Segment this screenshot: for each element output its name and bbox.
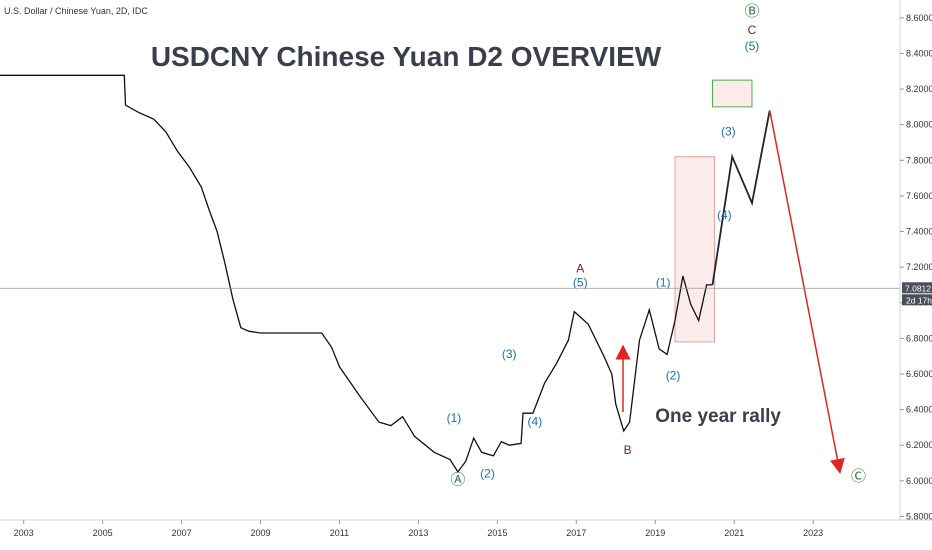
wave-label-14: (5) <box>745 39 760 53</box>
x-tick-label-1: 2005 <box>93 528 113 538</box>
y-tick-label-4: 6.6000 <box>906 369 932 379</box>
y-tick-label-3: 6.4000 <box>906 405 932 415</box>
x-tick-label-7: 2017 <box>566 528 586 538</box>
wave-label-4: (4) <box>528 415 543 429</box>
x-tick-label-0: 2003 <box>14 528 34 538</box>
symbol-label: U.S. Dollar / Chinese Yuan, 2D, IDC <box>4 6 148 16</box>
projection-path <box>711 110 771 286</box>
y-tick-label-9: 7.6000 <box>906 191 932 201</box>
wave-label-15: Ⓒ <box>851 468 866 485</box>
price-series <box>0 74 713 474</box>
countdown-value: 2d 17h <box>906 295 932 305</box>
x-tick-label-5: 2013 <box>408 528 428 538</box>
y-tick-label-10: 7.8000 <box>906 155 932 165</box>
wave-label-5: A <box>576 261 584 275</box>
wave-labels: Ⓐ(1)(2)(3)(4)A(5)B(1)(2)(3)(4)ⒷC(5)Ⓒ <box>447 3 866 488</box>
x-tick-label-10: 2023 <box>803 528 823 538</box>
wave-label-1: (1) <box>447 411 462 425</box>
wave-label-3: (3) <box>502 347 517 361</box>
y-tick-label-11: 8.0000 <box>906 120 932 130</box>
y-tick-label-2: 6.2000 <box>906 440 932 450</box>
y-tick-label-12: 8.2000 <box>906 84 932 94</box>
wave-label-2: (2) <box>480 466 495 480</box>
chart-title: USDCNY Chinese Yuan D2 OVERVIEW <box>151 41 662 72</box>
target-boxes <box>674 79 753 343</box>
current-price-value: 7.0812 <box>905 283 931 293</box>
y-tick-label-7: 7.2000 <box>906 262 932 272</box>
y-tick-label-13: 8.4000 <box>906 48 932 58</box>
wave-label-7: B <box>624 443 632 457</box>
wave-label-10: (3) <box>721 124 736 138</box>
wave-label-8: (1) <box>656 276 671 290</box>
wave-label-0: Ⓐ <box>450 471 465 488</box>
price-line-0 <box>0 74 713 474</box>
target-box-1 <box>712 79 753 108</box>
wave-label-12: Ⓑ <box>744 3 759 20</box>
wave-label-13: C <box>748 23 757 37</box>
x-tick-label-4: 2011 <box>330 528 349 538</box>
y-tick-label-14: 8.6000 <box>906 13 932 23</box>
y-tick-label-1: 6.0000 <box>906 476 932 486</box>
x-tick-label-9: 2021 <box>724 528 744 538</box>
countdown-tag <box>902 294 932 306</box>
wave-label-9: (2) <box>666 368 681 382</box>
y-tick-label-5: 6.8000 <box>906 333 932 343</box>
annotation-text: One year rally <box>655 406 781 427</box>
current-price-tag <box>902 282 932 294</box>
x-tick-label-8: 2019 <box>645 528 665 538</box>
x-tick-label-2: 2007 <box>172 528 192 538</box>
x-tick-label-6: 2015 <box>487 528 507 538</box>
target-box-0 <box>674 156 715 343</box>
y-tick-label-8: 7.4000 <box>906 227 932 237</box>
y-tick-label-0: 5.8000 <box>906 511 932 521</box>
wave-label-6: (5) <box>573 276 588 290</box>
wave-label-11: (4) <box>717 208 732 222</box>
x-tick-label-3: 2009 <box>251 528 271 538</box>
axis-ticks: 5.80006.00006.20006.40006.60006.80007.00… <box>14 13 932 538</box>
